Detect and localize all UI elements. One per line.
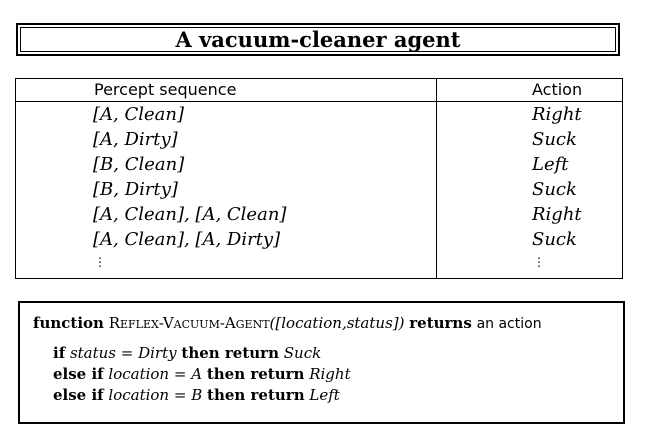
algorithm-line-2: else if location = A then return Right bbox=[53, 365, 351, 383]
header-percept-sequence: Percept sequence bbox=[94, 80, 237, 99]
algorithm-line-1: if status = Dirty then return Suck bbox=[53, 344, 322, 362]
function-params: ([location,status]) bbox=[269, 314, 405, 332]
header-action: Action bbox=[532, 80, 583, 99]
header-rule bbox=[16, 101, 622, 102]
table-row: [B, Dirty] Suck bbox=[16, 178, 622, 203]
table-row: [A, Clean], [A, Clean] Right bbox=[16, 203, 622, 228]
percept-action-table: Percept sequence Action [A, Clean] Right… bbox=[15, 78, 623, 279]
action-cell: Suck bbox=[532, 229, 577, 250]
percept-cell: [B, Clean] bbox=[93, 154, 185, 175]
function-name: Reflex-Vacuum-Agent bbox=[108, 314, 270, 332]
table-row: [A, Clean], [A, Dirty] Suck bbox=[16, 228, 622, 253]
percept-cell: [B, Dirty] bbox=[93, 179, 178, 200]
action-cell: Suck bbox=[532, 129, 577, 150]
table-row: [B, Clean] Left bbox=[16, 153, 622, 178]
percept-cell: [A, Dirty] bbox=[93, 129, 178, 150]
algorithm-line-3: else if location = B then return Left bbox=[53, 386, 340, 404]
function-signature: function Reflex-Vacuum-Agent([location,s… bbox=[33, 313, 542, 335]
action-cell: Right bbox=[532, 104, 582, 125]
percept-cell: [A, Clean] bbox=[93, 104, 184, 125]
action-ellipsis: ⋮ bbox=[533, 255, 545, 269]
action-cell: Suck bbox=[532, 179, 577, 200]
column-divider bbox=[436, 79, 437, 278]
function-keyword: function bbox=[33, 314, 104, 332]
returns-description: an action bbox=[476, 316, 542, 332]
table-row: [A, Dirty] Suck bbox=[16, 128, 622, 153]
percept-cell: [A, Clean], [A, Clean] bbox=[93, 204, 287, 225]
returns-keyword: returns bbox=[409, 314, 472, 332]
percept-cell: [A, Clean], [A, Dirty] bbox=[93, 229, 281, 250]
table-row: [A, Clean] Right bbox=[16, 103, 622, 128]
action-cell: Left bbox=[532, 154, 569, 175]
title-box: A vacuum-cleaner agent bbox=[16, 23, 620, 56]
reflex-agent-algorithm-box: function Reflex-Vacuum-Agent([location,s… bbox=[18, 301, 625, 424]
percept-ellipsis: ⋮ bbox=[94, 255, 106, 269]
action-cell: Right bbox=[532, 204, 582, 225]
page-title: A vacuum-cleaner agent bbox=[175, 27, 461, 52]
